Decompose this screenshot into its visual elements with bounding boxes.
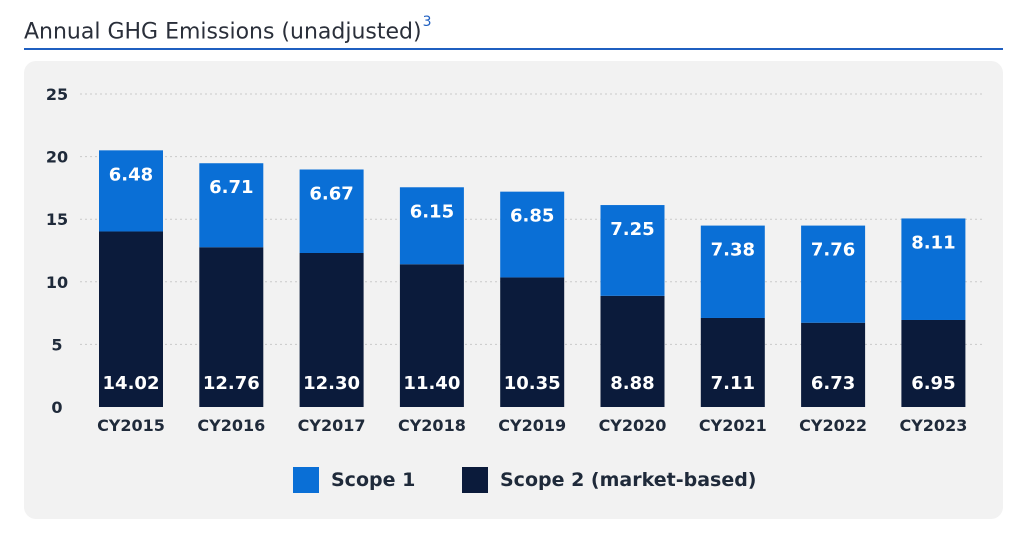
legend: Scope 1 Scope 2 (market-based): [0, 464, 1032, 496]
bar-scope1-CY2020[interactable]: [600, 205, 665, 296]
data-label-scope2: 8.88: [610, 373, 654, 394]
data-label-scope1: 7.25: [610, 219, 654, 240]
chart-title-text: Annual GHG Emissions (unadjusted): [24, 19, 422, 45]
x-tick-label: CY2020: [599, 416, 667, 435]
data-label-scope2: 6.73: [811, 373, 855, 394]
legend-item-scope2: Scope 2 (market-based): [462, 464, 757, 496]
x-tick-label: CY2018: [398, 416, 466, 435]
data-label-scope1: 6.48: [109, 164, 153, 185]
legend-item-scope1: Scope 1: [293, 464, 415, 496]
bar-scope2-CY2020[interactable]: [600, 295, 665, 407]
bar-scope1-CY2015[interactable]: [99, 150, 163, 232]
x-tick-label: CY2019: [498, 416, 566, 435]
title-bar: Annual GHG Emissions (unadjusted)3: [24, 8, 1003, 50]
bar-scope1-CY2017[interactable]: [299, 169, 364, 254]
legend-label-scope2: Scope 2 (market-based): [500, 469, 757, 491]
data-label-scope1: 6.15: [410, 201, 454, 222]
bar-scope2-CY2019[interactable]: [500, 277, 565, 407]
legend-swatch-scope2: [462, 467, 488, 493]
bar-scope2-CY2022[interactable]: [801, 322, 866, 407]
data-label-scope2: 14.02: [103, 373, 160, 394]
data-label-scope2: 12.76: [203, 373, 260, 394]
y-tick-label: 15: [46, 210, 68, 229]
data-label-scope2: 12.30: [303, 373, 360, 394]
data-label-scope1: 6.71: [209, 177, 253, 198]
bar-scope2-CY2015[interactable]: [99, 231, 163, 407]
data-label-scope1: 8.11: [911, 232, 955, 253]
bar-scope2-CY2016[interactable]: [199, 247, 264, 407]
footnote-marker[interactable]: 3: [422, 14, 432, 30]
bar-scope1-CY2021[interactable]: [700, 225, 765, 318]
legend-label-scope1: Scope 1: [331, 469, 416, 491]
data-label-scope2: 10.35: [504, 373, 561, 394]
data-label-scope1: 7.38: [711, 240, 755, 261]
data-label-scope2: 6.95: [911, 373, 955, 394]
data-label-scope2: 7.11: [711, 373, 755, 394]
bar-scope2-CY2018[interactable]: [399, 264, 464, 407]
bar-scope1-CY2023[interactable]: [901, 218, 966, 320]
bar-scope1-CY2019[interactable]: [500, 191, 565, 278]
bar-scope1-CY2018[interactable]: [399, 187, 464, 265]
bar-scope2-CY2023[interactable]: [901, 319, 966, 407]
bar-scope2-CY2021[interactable]: [700, 317, 765, 407]
x-tick-label: CY2017: [298, 416, 366, 435]
bar-scope2-CY2017[interactable]: [299, 253, 364, 407]
y-tick-label: 5: [51, 335, 62, 354]
bar-scope1-CY2022[interactable]: [801, 225, 866, 323]
y-tick-label: 10: [46, 273, 68, 292]
bar-scope1-CY2016[interactable]: [199, 163, 264, 248]
chart-title: Annual GHG Emissions (unadjusted)3: [24, 14, 432, 45]
y-tick-label: 25: [46, 85, 68, 104]
data-label-scope1: 6.67: [309, 183, 353, 204]
data-label-scope1: 7.76: [811, 240, 855, 261]
y-tick-label: 20: [46, 148, 68, 167]
legend-swatch-scope1: [293, 467, 319, 493]
x-tick-label: CY2016: [197, 416, 265, 435]
y-tick-label: 0: [51, 398, 62, 417]
x-tick-label: CY2022: [799, 416, 867, 435]
x-tick-label: CY2021: [699, 416, 767, 435]
x-tick-label: CY2015: [97, 416, 165, 435]
data-label-scope1: 6.85: [510, 206, 554, 227]
x-tick-label: CY2023: [899, 416, 967, 435]
data-label-scope2: 11.40: [403, 373, 460, 394]
